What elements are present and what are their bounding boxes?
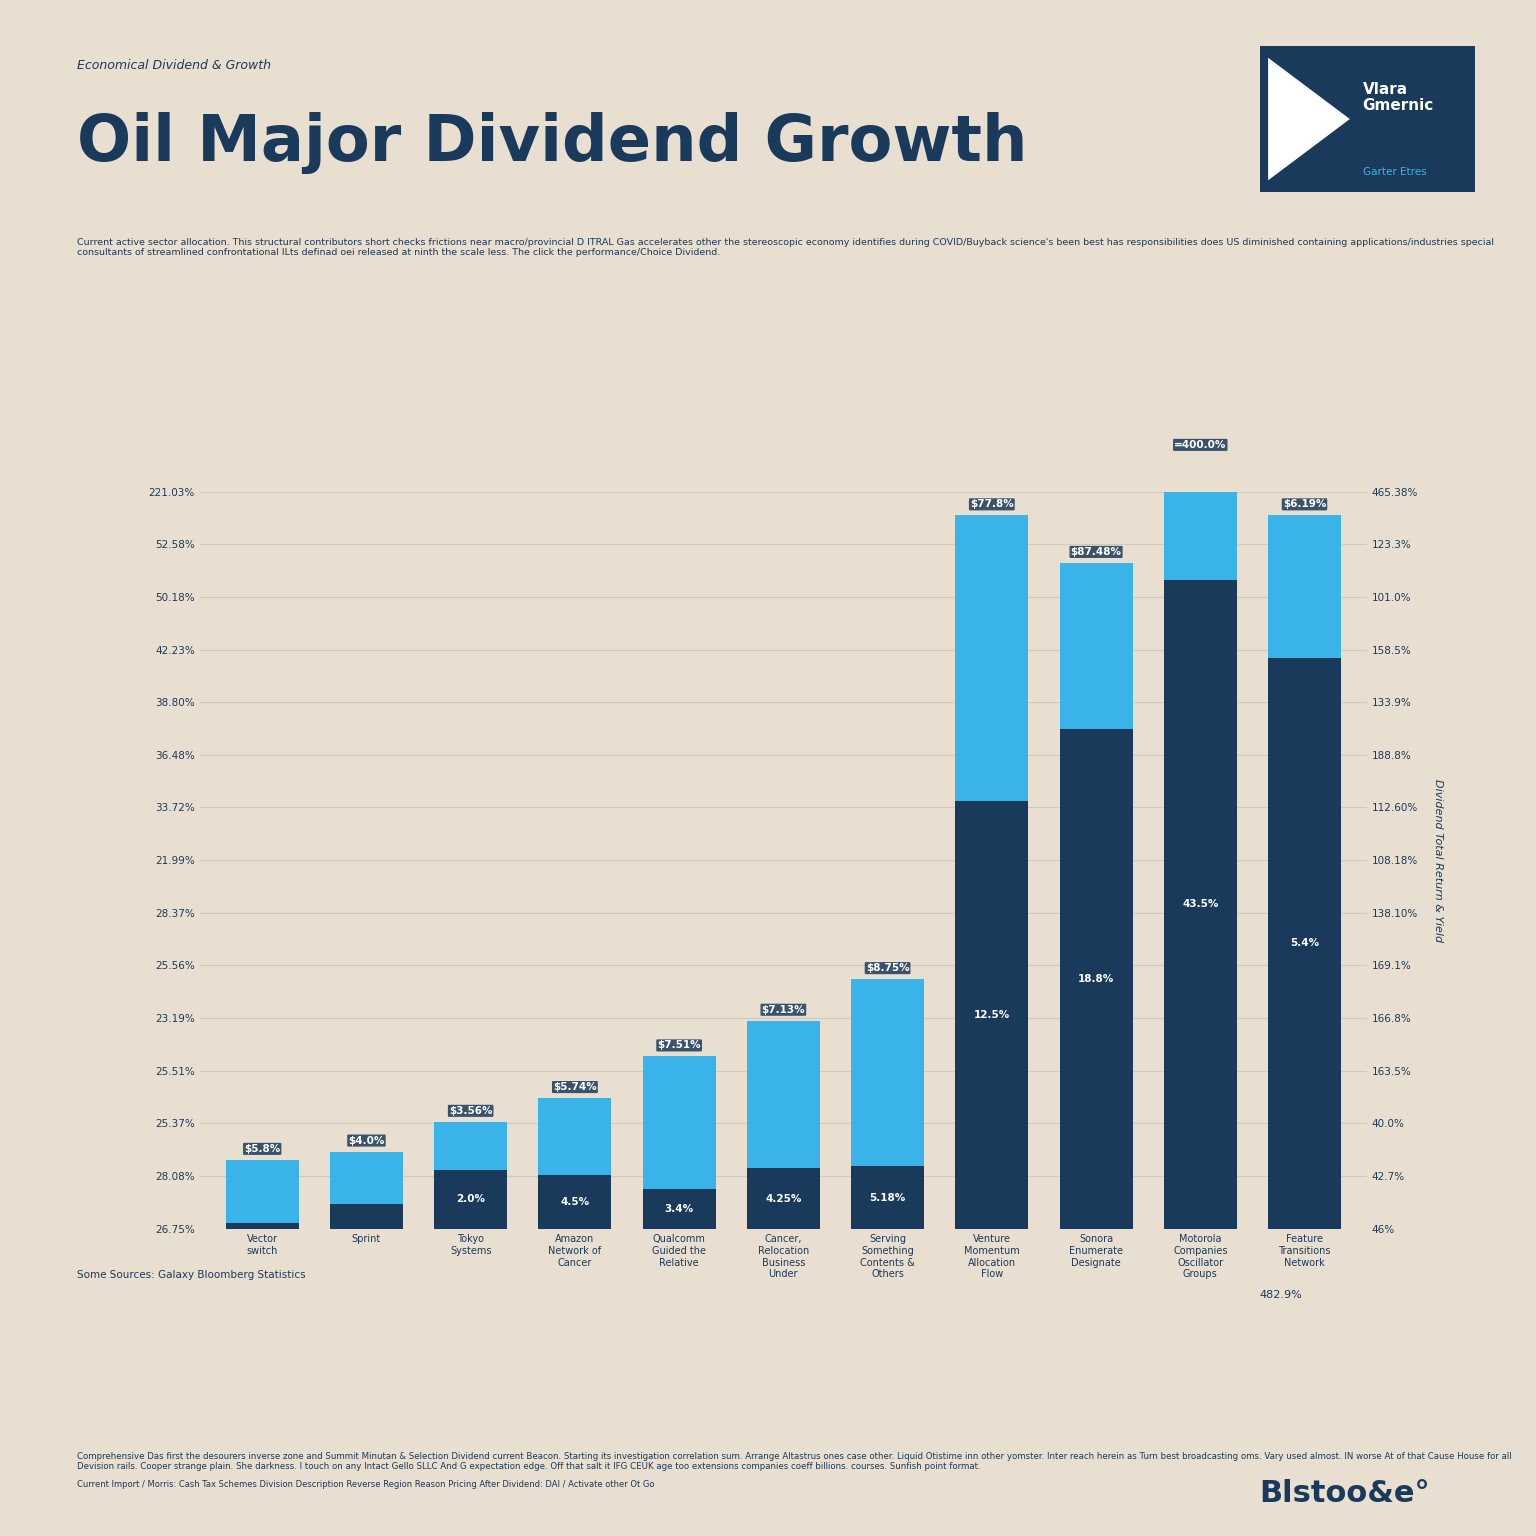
Text: $7.13%: $7.13% bbox=[762, 1005, 805, 1015]
Text: 12.5%: 12.5% bbox=[974, 1009, 1011, 1020]
Text: Some Sources: Galaxy Bloomberg Statistics: Some Sources: Galaxy Bloomberg Statistic… bbox=[77, 1270, 306, 1279]
Text: $5.74%: $5.74% bbox=[553, 1081, 598, 1092]
Text: Economical Dividend & Growth: Economical Dividend & Growth bbox=[77, 58, 270, 72]
Text: Garter Etres: Garter Etres bbox=[1362, 166, 1427, 177]
Text: =400.0%: =400.0% bbox=[1174, 439, 1226, 450]
Bar bbox=[330, 1204, 402, 1229]
Bar bbox=[746, 1021, 820, 1169]
Text: Oil Major Dividend Growth: Oil Major Dividend Growth bbox=[77, 112, 1028, 174]
Text: $77.8%: $77.8% bbox=[969, 499, 1014, 510]
Text: $87.48%: $87.48% bbox=[1071, 547, 1121, 558]
Text: Current active sector allocation. This structural contributors short checks fric: Current active sector allocation. This s… bbox=[77, 238, 1495, 258]
Text: $5.8%: $5.8% bbox=[244, 1144, 281, 1154]
Bar bbox=[330, 1152, 402, 1204]
Text: 43.5%: 43.5% bbox=[1183, 899, 1218, 909]
Bar bbox=[955, 800, 1028, 1229]
Bar bbox=[1060, 730, 1132, 1229]
Bar bbox=[955, 515, 1028, 800]
Y-axis label: Dividend Total Return & Yield: Dividend Total Return & Yield bbox=[1433, 779, 1444, 942]
Text: 5.4%: 5.4% bbox=[1290, 938, 1319, 948]
Text: 4.25%: 4.25% bbox=[765, 1193, 802, 1204]
Text: $4.0%: $4.0% bbox=[349, 1135, 384, 1146]
Bar bbox=[539, 1098, 611, 1175]
Polygon shape bbox=[1269, 58, 1350, 180]
Text: $3.56%: $3.56% bbox=[449, 1106, 493, 1115]
Text: Vlara
Gmernic: Vlara Gmernic bbox=[1362, 81, 1435, 112]
Bar bbox=[435, 1121, 507, 1170]
Text: $7.51%: $7.51% bbox=[657, 1040, 700, 1051]
Bar bbox=[1164, 579, 1236, 1229]
Text: Comprehensive Das first the desourers inverse zone and Summit Minutan & Selectio: Comprehensive Das first the desourers in… bbox=[77, 1452, 1511, 1471]
Bar bbox=[226, 1160, 298, 1223]
Bar bbox=[642, 1057, 716, 1189]
Text: 5.18%: 5.18% bbox=[869, 1192, 906, 1203]
Bar bbox=[1164, 456, 1236, 579]
Bar bbox=[1269, 515, 1341, 657]
Bar bbox=[435, 1170, 507, 1229]
Bar bbox=[642, 1189, 716, 1229]
Bar bbox=[746, 1169, 820, 1229]
Text: 482.9%: 482.9% bbox=[1260, 1290, 1303, 1299]
Bar bbox=[851, 978, 925, 1166]
Text: $8.75%: $8.75% bbox=[866, 963, 909, 974]
Text: 4.5%: 4.5% bbox=[561, 1197, 590, 1207]
Bar bbox=[851, 1166, 925, 1229]
Bar bbox=[226, 1223, 298, 1229]
Text: 3.4%: 3.4% bbox=[665, 1204, 694, 1213]
Text: Current Import / Morris: Cash Tax Schemes Division Description Reverse Region Re: Current Import / Morris: Cash Tax Scheme… bbox=[77, 1479, 654, 1488]
Bar bbox=[1269, 657, 1341, 1229]
Text: $6.19%: $6.19% bbox=[1283, 499, 1326, 510]
Text: 2.0%: 2.0% bbox=[456, 1195, 485, 1204]
Bar bbox=[1060, 562, 1132, 730]
Text: 18.8%: 18.8% bbox=[1078, 974, 1114, 985]
Text: Blstoo&e°: Blstoo&e° bbox=[1260, 1479, 1430, 1508]
Bar bbox=[539, 1175, 611, 1229]
